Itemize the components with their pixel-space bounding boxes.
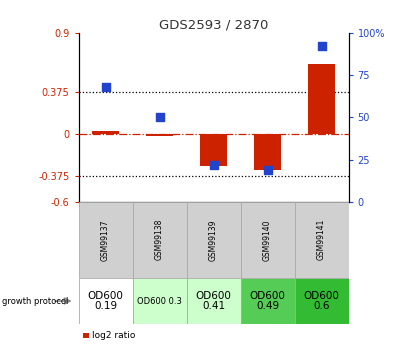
Title: GDS2593 / 2870: GDS2593 / 2870 (159, 19, 268, 32)
Text: GSM99139: GSM99139 (209, 219, 218, 260)
Point (102, 84, 109, 90)
Text: OD600
0.41: OD600 0.41 (195, 290, 232, 312)
Bar (295, 202, 349, 278)
Text: OD600 0.3: OD600 0.3 (137, 296, 182, 306)
Text: OD600
0.6: OD600 0.6 (303, 290, 340, 312)
Bar (79, 278, 133, 324)
Bar (295, 278, 349, 324)
Point (210, 162, 217, 167)
Text: growth protocol: growth protocol (2, 296, 69, 306)
Bar (241, 278, 295, 324)
Text: log2 ratio: log2 ratio (92, 331, 136, 340)
Bar (254, 134, 281, 170)
Text: GSM99141: GSM99141 (317, 219, 326, 260)
Text: GSM99140: GSM99140 (263, 219, 272, 260)
Bar (92, 131, 119, 134)
Bar (187, 202, 241, 278)
Point (156, 115, 163, 120)
Text: GSM99137: GSM99137 (101, 219, 110, 260)
Bar (79, 202, 133, 278)
Text: OD600
0.19: OD600 0.19 (87, 290, 124, 312)
Bar (241, 202, 295, 278)
Bar (187, 278, 241, 324)
Text: GSM99138: GSM99138 (155, 219, 164, 260)
Point (318, 43, 325, 49)
Bar (200, 134, 227, 166)
Bar (146, 134, 173, 137)
Text: OD600
0.49: OD600 0.49 (249, 290, 286, 312)
Bar (133, 278, 187, 324)
Bar (308, 64, 335, 134)
Point (264, 167, 271, 172)
Bar (133, 202, 187, 278)
